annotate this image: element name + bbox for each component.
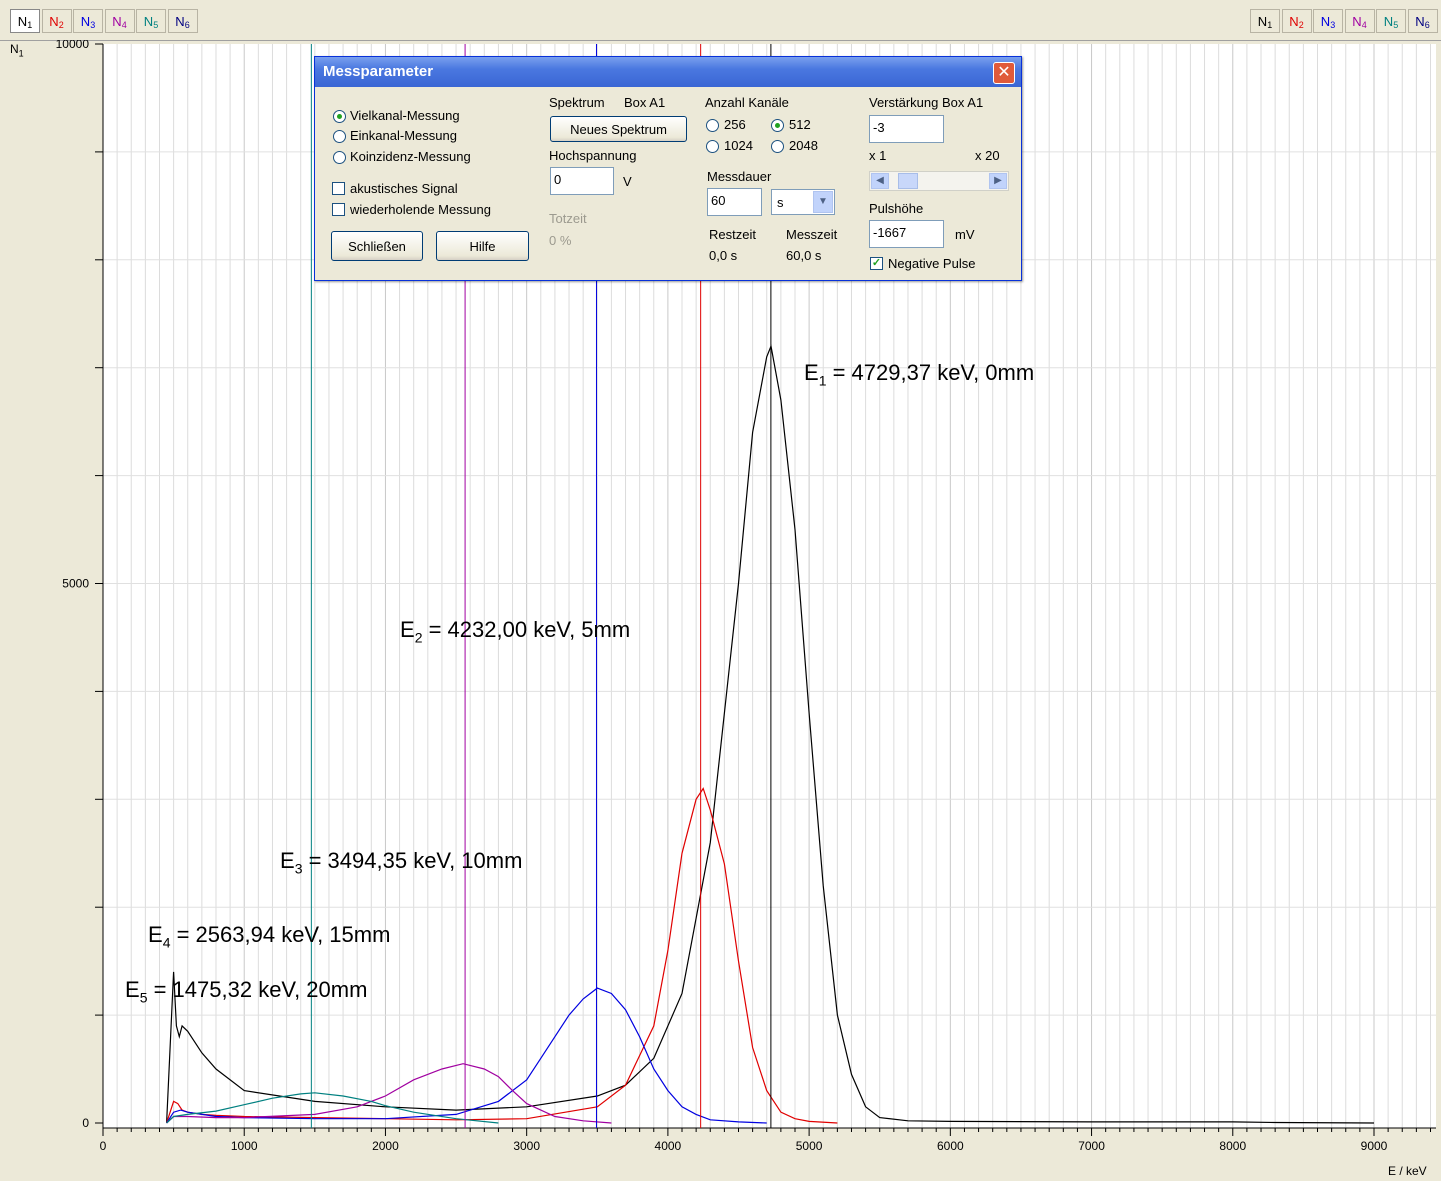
messdauer-unit-value: s: [777, 195, 784, 210]
series-line-4: [166, 1063, 612, 1124]
energy-annotation-5: E5 = 1475,32 keV, 20mm: [125, 977, 368, 1006]
x-tick-label: 2000: [372, 1139, 399, 1153]
x-tick-label: 3000: [513, 1139, 540, 1153]
label-256: 256: [724, 117, 746, 132]
y-axis-label: N1: [10, 42, 24, 59]
messzeit-value: 60,0 s: [786, 248, 822, 263]
tab-left-n5[interactable]: N5: [136, 9, 166, 33]
totzeit-value: 0 %: [549, 233, 572, 248]
x-tick-label: 6000: [937, 1139, 964, 1153]
tab-left-n2[interactable]: N2: [41, 9, 72, 33]
energy-annotation-4: E4 = 2563,94 keV, 15mm: [148, 922, 391, 951]
box-label: Box A1: [624, 95, 666, 110]
tab-right-n1[interactable]: N1: [1250, 9, 1280, 33]
close-icon[interactable]: ✕: [993, 62, 1015, 84]
label-akustisch: akustisches Signal: [350, 181, 458, 196]
label-512: 512: [789, 117, 811, 132]
verstaerkung-input[interactable]: -3: [869, 115, 944, 143]
scroll-right-icon[interactable]: ▶: [989, 173, 1007, 189]
totzeit-label: Totzeit: [549, 211, 587, 226]
channel-tab-bar: N1 N2 N3 N4 N5 N6 N1 N2 N3 N4 N5 N6: [0, 0, 1441, 41]
close-button[interactable]: Schließen: [331, 231, 423, 261]
radio-2048[interactable]: [771, 140, 784, 153]
tab-right-n4[interactable]: N4: [1344, 9, 1375, 33]
radio-256[interactable]: [706, 119, 719, 132]
restzeit-value: 0,0 s: [709, 248, 738, 263]
label-vielkanal: Vielkanal-Messung: [350, 108, 460, 123]
verstaerkung-slider[interactable]: ◀ ▶: [869, 171, 1009, 191]
restzeit-label: Restzeit: [709, 227, 756, 242]
x-axis-unit: E / keV: [1388, 1164, 1427, 1178]
y-tick-label: 10000: [56, 40, 90, 51]
series-line-3: [166, 987, 767, 1124]
dialog-title: Messparameter: [315, 57, 1021, 87]
tab-left-n1[interactable]: N1: [10, 9, 40, 33]
scale-max: x 20: [975, 148, 1000, 163]
radio-koinzidenz[interactable]: [333, 151, 346, 164]
x-tick-label: 8000: [1219, 1139, 1246, 1153]
pulshoehe-input[interactable]: -1667: [869, 220, 944, 248]
x-tick-label: 5000: [796, 1139, 823, 1153]
x-tick-label: 7000: [1078, 1139, 1105, 1153]
tab-left-n3[interactable]: N3: [73, 9, 103, 33]
help-button[interactable]: Hilfe: [436, 231, 529, 261]
tab-right-n6[interactable]: N6: [1407, 9, 1438, 33]
verstaerkung-label: Verstärkung Box A1: [869, 95, 984, 110]
label-wiederholend: wiederholende Messung: [350, 202, 491, 217]
x-tick-label: 9000: [1361, 1139, 1388, 1153]
y-tick-label: 0: [82, 1116, 89, 1130]
x-tick-label: 0: [100, 1139, 107, 1153]
checkbox-wiederholend[interactable]: [332, 203, 345, 216]
energy-annotation-2: E2 = 4232,00 keV, 5mm: [400, 617, 631, 646]
label-einkanal: Einkanal-Messung: [350, 128, 457, 143]
pulshoehe-unit: mV: [955, 227, 975, 242]
label-1024: 1024: [724, 138, 753, 153]
energy-annotation-1: E1 = 4729,37 keV, 0mm: [804, 360, 1035, 389]
x-tick-label: 4000: [655, 1139, 682, 1153]
pulshoehe-label: Pulshöhe: [869, 201, 924, 216]
slider-thumb[interactable]: [898, 173, 918, 189]
tab-right-n5[interactable]: N5: [1376, 9, 1406, 33]
messzeit-label: Messzeit: [786, 227, 838, 242]
spektrum-label: Spektrum: [549, 95, 605, 110]
hochspannung-unit: V: [623, 174, 632, 189]
label-2048: 2048: [789, 138, 818, 153]
series-line-1: [166, 343, 1375, 1124]
label-negative-pulse: Negative Pulse: [888, 256, 976, 271]
radio-1024[interactable]: [706, 140, 719, 153]
new-spectrum-button[interactable]: Neues Spektrum: [550, 116, 687, 142]
tab-left-n4[interactable]: N4: [104, 9, 135, 33]
y-tick-label: 5000: [62, 577, 89, 591]
scroll-left-icon[interactable]: ◀: [871, 173, 889, 189]
messparameter-dialog: Messparameter ✕ Vielkanal-Messung Einkan…: [314, 56, 1022, 281]
tab-right-n3[interactable]: N3: [1313, 9, 1343, 33]
tab-left-n6[interactable]: N6: [167, 9, 198, 33]
label-koinzidenz: Koinzidenz-Messung: [350, 149, 471, 164]
radio-512[interactable]: [771, 119, 784, 132]
hochspannung-input[interactable]: 0: [550, 167, 614, 195]
messdauer-label: Messdauer: [707, 169, 772, 184]
messdauer-unit-select[interactable]: s ▼: [771, 189, 835, 215]
checkbox-akustisch[interactable]: [332, 182, 345, 195]
scale-min: x 1: [869, 148, 887, 163]
chevron-down-icon[interactable]: ▼: [813, 191, 833, 213]
kanaele-label: Anzahl Kanäle: [705, 95, 789, 110]
tab-right-n2[interactable]: N2: [1281, 9, 1312, 33]
energy-annotation-3: E3 = 3494,35 keV, 10mm: [280, 848, 523, 877]
hochspannung-label: Hochspannung: [549, 148, 637, 163]
radio-einkanal[interactable]: [333, 130, 346, 143]
series-line-5: [166, 1092, 499, 1124]
radio-vielkanal[interactable]: [333, 110, 346, 123]
checkbox-negative-pulse[interactable]: ✓: [870, 257, 883, 270]
x-tick-label: 1000: [231, 1139, 258, 1153]
messdauer-input[interactable]: 60: [707, 188, 762, 216]
